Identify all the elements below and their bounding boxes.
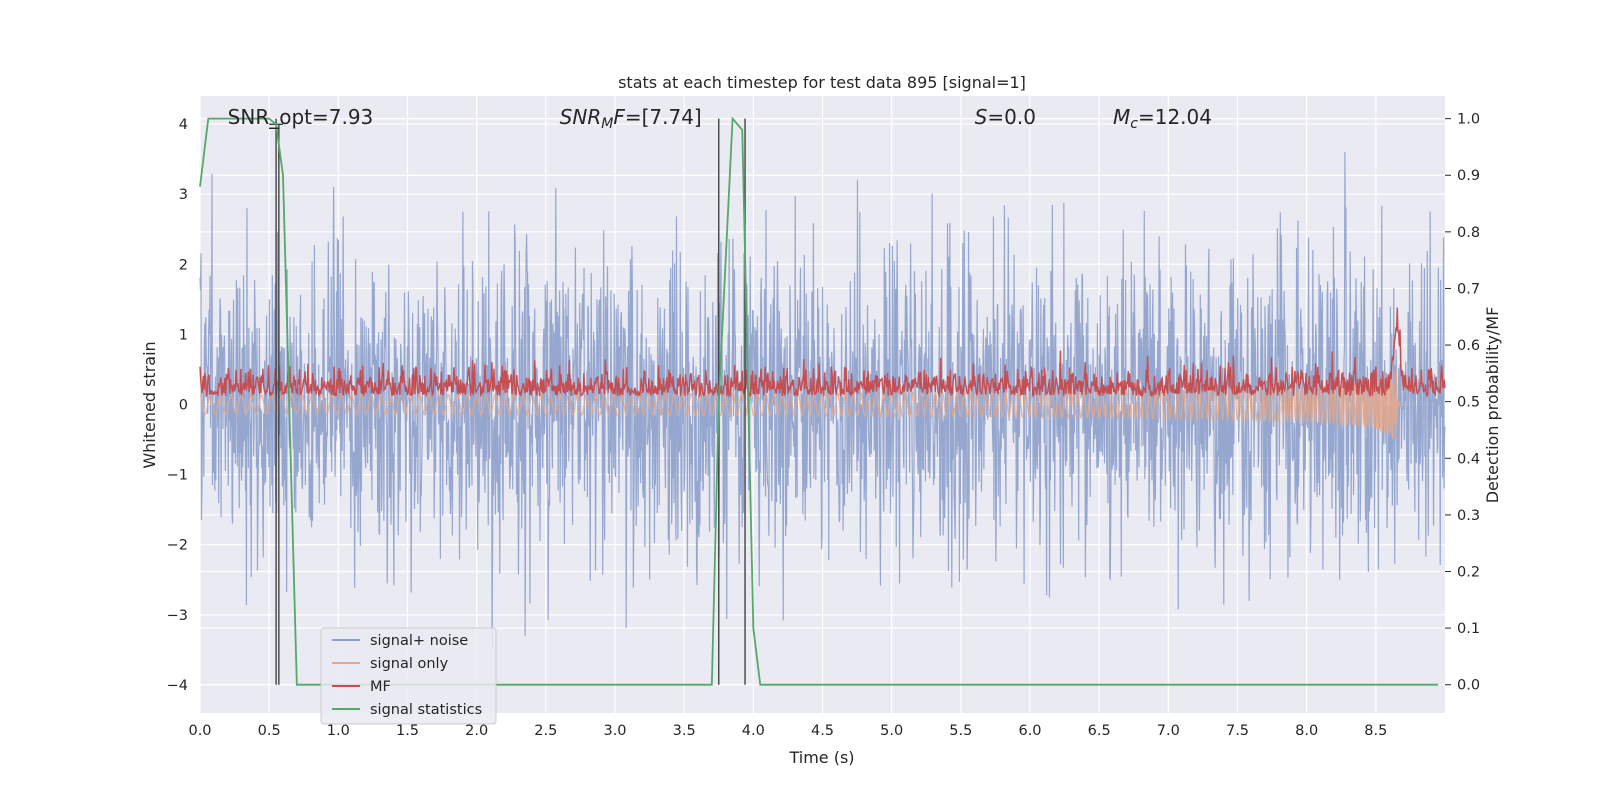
legend-label: signal statistics <box>370 702 482 718</box>
data-layer <box>199 116 1446 686</box>
y-tick-label: 0 <box>179 398 188 414</box>
x-tick-label: 1.0 <box>327 723 350 739</box>
annotation-s: S=0.0 <box>975 105 1036 129</box>
x-tick-label: 1.5 <box>396 723 419 739</box>
annotation-snr-opt: SNR_opt=7.93 <box>228 105 374 129</box>
annotation-snr-mf: SNRMF=[7.74] <box>560 105 702 132</box>
legend-entry-signal-noise: signal+ noise <box>332 633 468 649</box>
x-tick-label: 3.5 <box>673 723 696 739</box>
y-tick-label: −3 <box>167 608 188 624</box>
legend-label: MF <box>370 679 391 695</box>
x-tick-label: 2.0 <box>465 723 488 739</box>
x-tick-label: 0.0 <box>188 723 211 739</box>
tick-labels: 0.0 0.5 1.0 1.5 2.0 2.5 3.0 3.5 4.0 4.5 5.0 5.5 6.0 6… <box>167 112 1480 739</box>
y2-tick-label: 0.0 <box>1457 678 1480 694</box>
annotations: SNR_opt=7.93 SNRMF=[7.74] S=0.0 Mc=12.04 <box>228 105 1212 132</box>
y-axis-label: Whitened strain <box>140 341 159 468</box>
x-tick-label: 2.5 <box>534 723 557 739</box>
y-tick-label: 4 <box>179 117 188 133</box>
y2-tick-label: 0.7 <box>1457 281 1480 297</box>
x-tick-label: 7.5 <box>1226 723 1249 739</box>
legend-label: signal+ noise <box>370 633 468 649</box>
y2-tick-label: 0.4 <box>1457 451 1480 467</box>
legend: signal+ noise signal only MF signal stat… <box>320 627 497 725</box>
y2-tick-label: 0.8 <box>1457 225 1480 241</box>
legend-box <box>320 627 497 725</box>
y2-tick-label: 0.9 <box>1457 168 1480 184</box>
x-tick-label: 8.0 <box>1295 723 1318 739</box>
x-tick-label: 5.5 <box>949 723 972 739</box>
y-tick-label: −4 <box>167 678 188 694</box>
y2-tick-label: 0.3 <box>1457 508 1480 524</box>
x-tick-label: 6.5 <box>1088 723 1111 739</box>
x-tick-label: 0.5 <box>258 723 281 739</box>
x-tick-label: 4.5 <box>811 723 834 739</box>
series-signal-noise <box>199 152 1446 650</box>
y2-tick-label: 0.1 <box>1457 621 1480 637</box>
series-signal-statistics <box>199 116 1439 686</box>
y-tick-label: −2 <box>167 538 188 554</box>
y-tick-label: 1 <box>179 327 188 343</box>
y2-tick-label: 0.2 <box>1457 564 1480 580</box>
chart-title: stats at each timestep for test data 895… <box>618 73 1026 92</box>
x-axis-label: Time (s) <box>788 748 854 767</box>
legend-entry-signal-statistics: signal statistics <box>332 702 482 718</box>
y-tick-label: 2 <box>179 257 188 273</box>
y2-axis-label: Detection probability/MF <box>1483 307 1502 504</box>
y2-tick-label: 0.5 <box>1457 395 1480 411</box>
y-tick-label: 3 <box>179 187 188 203</box>
legend-entry-signal-only: signal only <box>332 656 449 672</box>
x-tick-label: 5.0 <box>880 723 903 739</box>
x-tick-label: 3.0 <box>603 723 626 739</box>
x-tick-label: 8.5 <box>1364 723 1387 739</box>
x-tick-label: 6.0 <box>1018 723 1041 739</box>
x-tick-label: 7.0 <box>1157 723 1180 739</box>
series-mf <box>199 307 1446 399</box>
legend-entry-mf: MF <box>332 679 391 695</box>
x-tick-label: 4.0 <box>742 723 765 739</box>
annotation-mc: Mc=12.04 <box>1113 105 1212 132</box>
y2-tick-label: 0.6 <box>1457 338 1480 354</box>
y2-tick-label: 1.0 <box>1457 112 1480 128</box>
y-tick-label: −1 <box>167 468 188 484</box>
legend-label: signal only <box>370 656 449 672</box>
